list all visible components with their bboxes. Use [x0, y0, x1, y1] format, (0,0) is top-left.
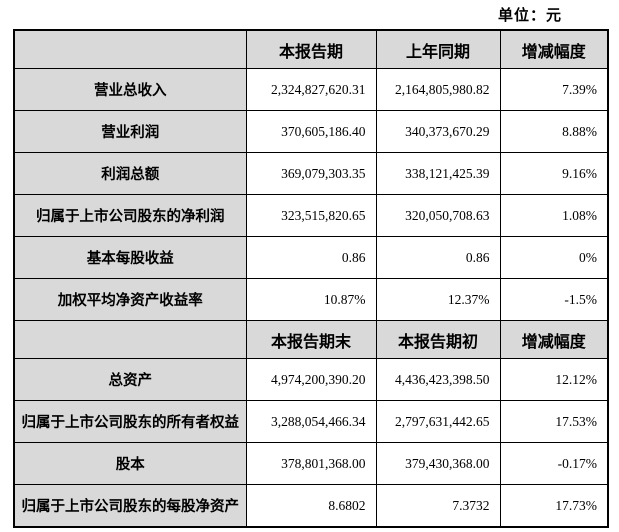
- value-change: 12.12%: [499, 358, 609, 401]
- table-row-owners-equity-attributable: 归属于上市公司股东的所有者权益 3,288,054,466.34 2,797,6…: [13, 400, 609, 443]
- value-prior: 379,430,368.00: [375, 442, 501, 485]
- value-current: 378,801,368.00: [245, 442, 377, 485]
- value-prior: 320,050,708.63: [375, 194, 501, 237]
- table-row-total-profit: 利润总额 369,079,303.35 338,121,425.39 9.16%: [13, 152, 609, 195]
- header-current-period: 本报告期: [245, 29, 377, 69]
- balance-header-row: 本报告期末 本报告期初 增减幅度: [13, 320, 609, 359]
- value-prior: 4,436,423,398.50: [375, 358, 501, 401]
- table-row-net-assets-per-share: 归属于上市公司股东的每股净资产 8.6802 7.3732 17.73%: [13, 484, 609, 528]
- value-prior: 0.86: [375, 236, 501, 279]
- row-label: 加权平均净资产收益率: [13, 278, 247, 321]
- table-row-operating-profit: 营业利润 370,605,186.40 340,373,670.29 8.88%: [13, 110, 609, 153]
- value-current: 0.86: [245, 236, 377, 279]
- row-label: 归属于上市公司股东的每股净资产: [13, 484, 247, 528]
- value-change: 9.16%: [499, 152, 609, 195]
- header-empty-cell: [13, 320, 247, 359]
- table-row-share-capital: 股本 378,801,368.00 379,430,368.00 -0.17%: [13, 442, 609, 485]
- period-header-row: 本报告期 上年同期 增减幅度: [13, 29, 609, 69]
- value-change: 0%: [499, 236, 609, 279]
- header-change: 增减幅度: [499, 320, 609, 359]
- value-prior: 338,121,425.39: [375, 152, 501, 195]
- row-label: 归属于上市公司股东的所有者权益: [13, 400, 247, 443]
- table-row-total-assets: 总资产 4,974,200,390.20 4,436,423,398.50 12…: [13, 358, 609, 401]
- header-period-end: 本报告期末: [245, 320, 377, 359]
- value-prior: 2,797,631,442.65: [375, 400, 501, 443]
- value-current: 3,288,054,466.34: [245, 400, 377, 443]
- header-empty-cell: [13, 29, 247, 69]
- table-row-total-revenue: 营业总收入 2,324,827,620.31 2,164,805,980.82 …: [13, 68, 609, 111]
- value-current: 2,324,827,620.31: [245, 68, 377, 111]
- row-label: 基本每股收益: [13, 236, 247, 279]
- value-change: 7.39%: [499, 68, 609, 111]
- value-prior: 340,373,670.29: [375, 110, 501, 153]
- row-label: 营业利润: [13, 110, 247, 153]
- value-current: 8.6802: [245, 484, 377, 528]
- value-change: 17.73%: [499, 484, 609, 528]
- financial-summary-table: 本报告期 上年同期 增减幅度 营业总收入 2,324,827,620.31 2,…: [13, 29, 609, 528]
- value-current: 369,079,303.35: [245, 152, 377, 195]
- value-change: -1.5%: [499, 278, 609, 321]
- value-current: 10.87%: [245, 278, 377, 321]
- header-prior-period: 上年同期: [375, 29, 501, 69]
- table-row-net-profit-attributable: 归属于上市公司股东的净利润 323,515,820.65 320,050,708…: [13, 194, 609, 237]
- value-current: 323,515,820.65: [245, 194, 377, 237]
- unit-label: 单位：元: [498, 8, 563, 24]
- row-label: 归属于上市公司股东的净利润: [13, 194, 247, 237]
- row-label: 股本: [13, 442, 247, 485]
- header-change: 增减幅度: [499, 29, 609, 69]
- value-change: -0.17%: [499, 442, 609, 485]
- value-prior: 2,164,805,980.82: [375, 68, 501, 111]
- row-label: 利润总额: [13, 152, 247, 195]
- value-current: 370,605,186.40: [245, 110, 377, 153]
- table-row-weighted-avg-roe: 加权平均净资产收益率 10.87% 12.37% -1.5%: [13, 278, 609, 321]
- table-row-basic-eps: 基本每股收益 0.86 0.86 0%: [13, 236, 609, 279]
- value-current: 4,974,200,390.20: [245, 358, 377, 401]
- value-prior: 7.3732: [375, 484, 501, 528]
- value-change: 1.08%: [499, 194, 609, 237]
- value-change: 17.53%: [499, 400, 609, 443]
- row-label: 总资产: [13, 358, 247, 401]
- header-period-begin: 本报告期初: [375, 320, 501, 359]
- value-prior: 12.37%: [375, 278, 501, 321]
- row-label: 营业总收入: [13, 68, 247, 111]
- value-change: 8.88%: [499, 110, 609, 153]
